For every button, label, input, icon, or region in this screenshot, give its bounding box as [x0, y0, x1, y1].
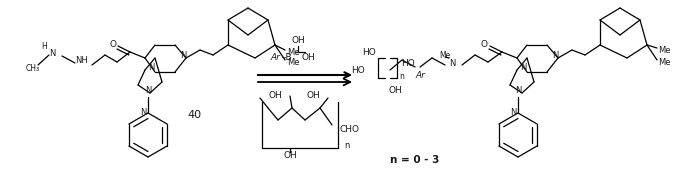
Text: O: O: [480, 39, 487, 48]
Text: Ar: Ar: [415, 70, 425, 79]
Text: Me: Me: [287, 57, 299, 67]
Text: N: N: [515, 85, 521, 94]
Text: OH: OH: [283, 151, 297, 160]
Text: HO: HO: [351, 65, 365, 74]
Text: N: N: [520, 62, 526, 71]
Text: –B: –B: [282, 53, 292, 62]
Text: Me: Me: [658, 57, 671, 67]
Text: HO: HO: [401, 59, 415, 68]
Text: OH: OH: [388, 85, 402, 94]
Text: N: N: [148, 62, 154, 71]
Text: Ar: Ar: [270, 53, 280, 62]
Text: O: O: [110, 39, 117, 48]
Text: N: N: [49, 48, 55, 57]
Text: N: N: [552, 50, 558, 59]
Text: n = 0 - 3: n = 0 - 3: [390, 155, 440, 165]
Text: OH: OH: [302, 53, 315, 62]
Text: H: H: [41, 42, 47, 50]
Text: CH₃: CH₃: [26, 64, 40, 73]
Text: N: N: [510, 108, 517, 117]
Text: CHO: CHO: [340, 125, 360, 134]
Text: Me: Me: [658, 45, 671, 54]
Text: n: n: [399, 71, 404, 80]
Text: 40: 40: [188, 110, 202, 120]
Text: n: n: [344, 140, 350, 149]
Text: Me: Me: [439, 50, 451, 59]
Text: HO: HO: [362, 47, 376, 56]
Text: Me: Me: [287, 47, 299, 56]
Text: N: N: [449, 59, 455, 68]
Text: OH: OH: [291, 36, 305, 45]
Text: N: N: [180, 50, 186, 59]
Text: NH: NH: [75, 56, 89, 65]
Text: OH: OH: [268, 91, 282, 99]
Text: N: N: [140, 108, 146, 117]
Text: OH: OH: [306, 91, 320, 99]
Text: N: N: [144, 85, 151, 94]
